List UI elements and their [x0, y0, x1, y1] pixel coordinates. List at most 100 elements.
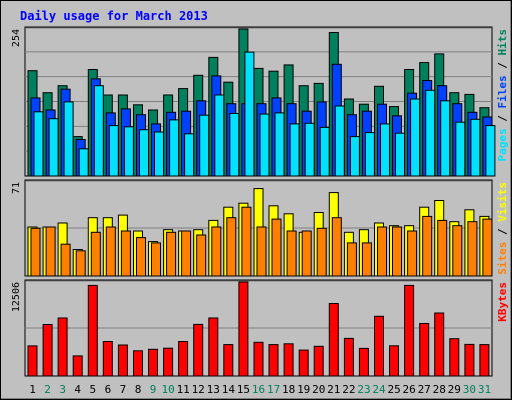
bar-kbytes-day-2	[42, 324, 53, 377]
series-kbytes	[27, 281, 490, 377]
x-label-day-19: 19	[297, 383, 310, 396]
bar-pages-day-31	[485, 125, 496, 177]
bar-pages-day-8	[139, 129, 149, 177]
bar-kbytes-day-10	[163, 347, 174, 377]
bar-pages-day-13	[214, 94, 225, 177]
bar-sites-day-30	[467, 221, 478, 277]
bar-sites-day-19	[301, 230, 312, 277]
x-label-day-13: 13	[207, 383, 220, 396]
bar-kbytes-day-7	[117, 344, 128, 377]
x-label-day-3: 3	[59, 383, 66, 396]
bar-pages-day-26	[410, 98, 421, 177]
bar-sites-day-3	[60, 243, 71, 277]
bar-kbytes-day-13	[208, 317, 219, 377]
x-axis-day-labels: 1 2 3 4 5 6 7 8 9 10 11 12 13 14 15 16 17 18 19 20 21 22 23 24 2…	[29, 383, 491, 396]
legend-separator: /	[496, 109, 509, 129]
bar-sites-day-31	[482, 218, 493, 277]
bar-pages-day-14	[229, 113, 240, 177]
x-label-day-22: 22	[342, 383, 355, 396]
x-label-day-21: 21	[327, 383, 340, 396]
bar-kbytes-day-3	[57, 317, 68, 377]
bar-sites-day-26	[407, 230, 418, 277]
bar-sites-day-5	[90, 231, 101, 277]
y-axis-max-label: 71	[11, 182, 22, 194]
bar-pages-day-7	[123, 126, 134, 177]
bar-sites-day-7	[120, 230, 131, 277]
bar-sites-day-12	[196, 234, 207, 277]
bar-pages-day-15	[244, 51, 255, 177]
bar-kbytes-day-30	[464, 343, 475, 377]
bar-sites-day-11	[181, 230, 192, 277]
bar-sites-day-1	[30, 227, 41, 277]
bar-pages-day-12	[199, 114, 210, 177]
x-label-day-8: 8	[135, 383, 142, 396]
bar-pages-day-6	[108, 125, 119, 177]
legend-hits: Hits	[496, 29, 509, 56]
bar-kbytes-day-12	[193, 323, 204, 377]
bar-pages-day-19	[304, 122, 315, 177]
bar-kbytes-day-31	[479, 344, 490, 377]
bar-pages-day-9	[154, 131, 164, 177]
x-label-day-16: 16	[252, 383, 265, 396]
legend-separator: /	[496, 56, 509, 76]
bar-sites-day-27	[422, 215, 433, 277]
legend-visits: Visits	[496, 182, 509, 222]
bar-sites-day-21	[331, 217, 342, 277]
x-label-day-17: 17	[267, 383, 280, 396]
bar-pages-day-10	[169, 119, 180, 177]
bar-kbytes-day-11	[178, 341, 189, 377]
x-label-day-2: 2	[44, 383, 51, 396]
x-label-day-25: 25	[387, 383, 400, 396]
bar-sites-day-15	[241, 206, 252, 277]
bar-sites-day-2	[45, 226, 56, 277]
series-legend: KBytes	[496, 282, 509, 322]
bar-sites-day-14	[226, 217, 237, 277]
x-label-day-12: 12	[192, 383, 205, 396]
bar-pages-day-4	[78, 148, 89, 177]
x-label-day-31: 31	[478, 383, 491, 396]
bar-sites-day-22	[346, 242, 357, 277]
bar-sites-day-8	[136, 237, 146, 277]
bar-pages-day-28	[440, 100, 451, 177]
bar-kbytes-day-18	[283, 343, 294, 377]
bar-kbytes-day-1	[27, 345, 38, 377]
bar-kbytes-day-20	[313, 345, 324, 377]
bar-pages-day-20	[319, 126, 330, 177]
legend-files: Files	[496, 75, 509, 108]
bar-kbytes-day-29	[449, 338, 460, 377]
bar-pages-day-23	[364, 132, 375, 177]
bar-pages-day-16	[259, 113, 270, 177]
bar-sites-day-4	[75, 250, 86, 277]
bar-pages-day-27	[425, 89, 436, 177]
x-label-day-27: 27	[418, 383, 431, 396]
bar-sites-day-9	[151, 242, 161, 277]
x-label-day-29: 29	[448, 383, 461, 396]
x-label-day-9: 9	[150, 383, 157, 396]
bar-pages-day-11	[184, 133, 195, 177]
bar-sites-day-28	[437, 219, 448, 277]
bar-kbytes-day-17	[268, 344, 279, 377]
bar-kbytes-day-6	[102, 341, 113, 377]
chart-panel-1: 254 Pages / Files / Hits	[11, 26, 509, 177]
bar-pages-day-1	[33, 111, 44, 177]
series-sites	[30, 206, 493, 277]
y-axis-max-label: 254	[11, 29, 22, 47]
bar-sites-day-23	[361, 242, 372, 277]
bar-pages-day-2	[48, 118, 59, 177]
legend-pages: Pages	[496, 128, 509, 161]
bar-sites-day-24	[377, 226, 387, 277]
legend-kbytes: KBytes	[496, 282, 509, 322]
y-axis-max-label: 12506	[11, 282, 22, 312]
chart-panels: 254 Pages / Files / Hits 71 Sites / Visits 1…	[11, 26, 509, 377]
bar-pages-day-30	[470, 118, 481, 177]
bar-pages-day-29	[455, 121, 466, 177]
chart-panel-3: 12506 KBytes	[11, 279, 509, 377]
bar-kbytes-day-27	[419, 323, 430, 377]
x-label-day-10: 10	[161, 383, 174, 396]
bar-sites-day-29	[452, 225, 463, 277]
bar-sites-day-18	[286, 230, 297, 277]
x-label-day-30: 30	[463, 383, 476, 396]
bar-sites-day-16	[256, 226, 267, 277]
bar-kbytes-day-28	[434, 312, 445, 377]
bar-pages-day-5	[93, 85, 104, 177]
